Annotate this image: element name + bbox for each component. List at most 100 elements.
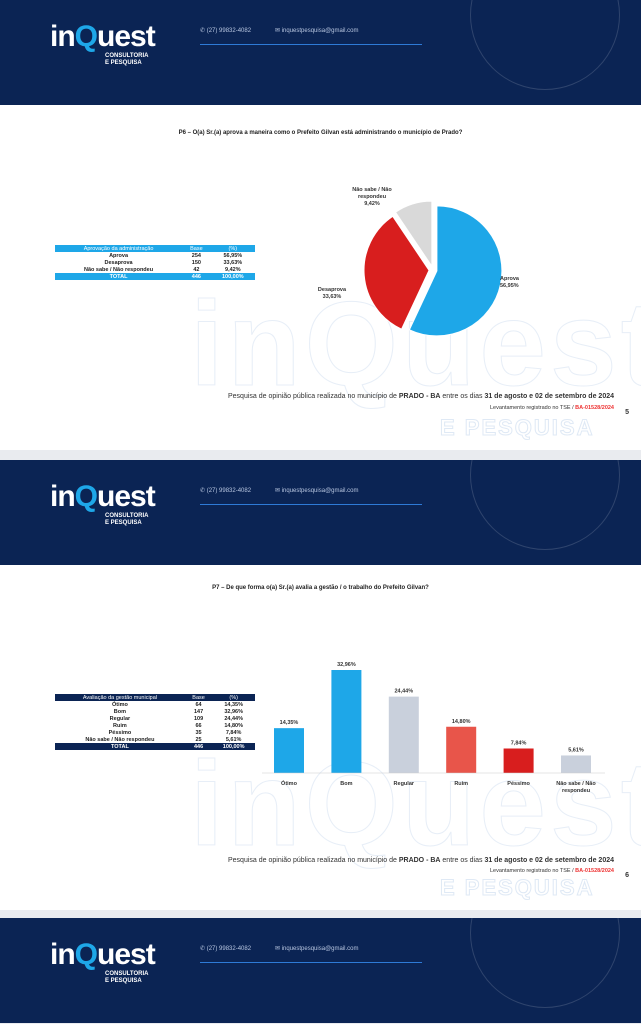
column-header: Base <box>182 245 211 252</box>
table-cell: 109 <box>193 715 204 722</box>
email: ✉ inquestpesquisa@gmail.com <box>275 946 359 952</box>
slide-header: inQuest CONSULTORIA E PESQUISA ✆ (27) 998… <box>0 460 641 565</box>
bar-value-label: 5,61% <box>568 747 584 753</box>
bar <box>388 696 419 773</box>
table-row: Bom 147 32,96% <box>55 708 255 715</box>
column-header: (%) <box>210 245 255 252</box>
table-row: Não sabe / Não respondeu 25 5,61% <box>55 736 255 743</box>
table-row: Ruim 66 14,80% <box>55 722 255 729</box>
table-cell: 32,96% <box>224 708 243 715</box>
table-cell: Desaprova <box>104 259 133 266</box>
table-cell: 56,95% <box>223 252 243 259</box>
column-header: Base <box>184 694 213 701</box>
table-cell: 446 <box>182 273 211 280</box>
footer-text: Pesquisa de opinião pública realizada no… <box>228 393 614 400</box>
logo: inQuest <box>50 938 156 971</box>
phone-icon: ✆ <box>200 28 207 34</box>
page-number: 5 <box>625 409 629 416</box>
logo-subtitle: CONSULTORIA E PESQUISA <box>105 971 149 984</box>
bar <box>331 670 362 773</box>
bar-value-label: 32,96% <box>337 662 356 668</box>
watermark: E PESQUISA <box>439 415 595 441</box>
bar-value-label: 14,35% <box>280 720 299 726</box>
divider <box>200 962 422 963</box>
column-header: Avaliação da gestão municipal <box>55 694 185 701</box>
page-number: 6 <box>625 872 629 879</box>
table-row: Não sabe / Não respondeu 42 9,42% <box>55 266 255 273</box>
table-cell: Ruim <box>113 722 127 729</box>
table-cell: 25 <box>195 736 202 743</box>
tse-registration: Levantamento registrado no TSE / BA-0152… <box>489 868 614 874</box>
table-cell: 66 <box>195 722 202 729</box>
table-cell: Regular <box>109 715 131 722</box>
watermark-ring <box>470 918 620 1008</box>
bar-value-label: 7,84% <box>511 741 527 747</box>
category-label: Regular <box>394 781 415 787</box>
tse-registration: Levantamento registrado no TSE / BA-0152… <box>489 405 614 411</box>
table-header: Aprovação da administração Base (%) <box>55 245 255 252</box>
category-label: Péssimo <box>507 781 530 787</box>
phone-icon: ✆ <box>200 946 207 952</box>
phone-icon: ✆ <box>200 488 207 494</box>
table-cell: Péssimo <box>108 729 132 736</box>
slide-header: inQuest CONSULTORIA E PESQUISA ✆ (27) 998… <box>0 0 641 105</box>
table-cell: Aprova <box>109 252 129 259</box>
bar <box>503 748 534 773</box>
table-cell: Ótimo <box>111 701 128 708</box>
table-cell: 14,35% <box>224 701 243 708</box>
pie-slice <box>394 200 433 268</box>
slide-p6: inQuest E PESQUISA P6 – O(a) Sr.(a) apro… <box>0 105 641 450</box>
bar <box>274 728 304 773</box>
phone: ✆ (27) 99832-4082 <box>200 946 252 952</box>
table-header: Avaliação da gestão municipal Base (%) <box>55 694 255 701</box>
mail-icon: ✉ <box>275 488 282 494</box>
table-total-row: TOTAL 446 100,00% <box>55 273 255 280</box>
table-row: Péssimo 35 7,84% <box>55 729 255 736</box>
table-cell: 9,42% <box>225 266 241 273</box>
data-table: Aprovação da administração Base (%) Aprova 2… <box>55 245 255 280</box>
table-cell: TOTAL <box>55 273 183 280</box>
divider <box>200 504 422 505</box>
table-cell: TOTAL <box>55 743 185 750</box>
bar <box>561 755 591 773</box>
table-row: Aprova 254 56,95% <box>55 252 255 259</box>
divider <box>200 44 422 45</box>
data-table: Avaliação da gestão municipal Base (%) Ótim… <box>55 694 255 750</box>
phone: ✆ (27) 99832-4082 <box>200 28 252 34</box>
table-cell: 150 <box>191 259 201 266</box>
table-cell: 24,44% <box>224 715 243 722</box>
pie-label: respondeu <box>358 194 386 200</box>
table-row: Desaprova 150 33,63% <box>55 259 255 266</box>
pie-label: Aprova <box>500 276 520 282</box>
table-cell: 5,61% <box>225 736 242 743</box>
mail-icon: ✉ <box>275 28 282 34</box>
footer-text: Pesquisa de opinião pública realizada no… <box>228 857 614 864</box>
slide-header: inQuest CONSULTORIA E PESQUISA ✆ (27) 998… <box>0 918 641 1023</box>
category-label: Não sabe / Não <box>556 781 596 787</box>
table-cell: 42 <box>193 266 200 273</box>
table-row: Ótimo 64 14,35% <box>55 701 255 708</box>
pie-label: Não sabe / Não <box>352 187 392 193</box>
pie-label: 56,95% <box>500 283 519 289</box>
table-cell: Bom <box>113 708 127 715</box>
table-cell: 100,00% <box>212 743 255 750</box>
pie-label: 9,42% <box>364 201 380 207</box>
logo: inQuest <box>50 480 156 513</box>
table-cell: 33,63% <box>223 259 243 266</box>
table-cell: 35 <box>195 729 202 736</box>
question-title: P6 – O(a) Sr.(a) aprova a maneira como o… <box>178 130 463 136</box>
question-title: P7 – De que forma o(a) Sr.(a) avalia a g… <box>212 585 429 591</box>
category-label: Ruim <box>454 781 468 787</box>
category-label: respondeu <box>562 788 590 794</box>
table-cell: 254 <box>191 252 201 259</box>
watermark-ring <box>470 0 620 90</box>
pie-slice <box>408 205 503 337</box>
phone: ✆ (27) 99832-4082 <box>200 488 252 494</box>
table-cell: Não sabe / Não respondeu <box>85 736 155 743</box>
watermark: E PESQUISA <box>439 875 595 901</box>
bar-chart: 14,35% Ótimo 32,96% Bom 24,44% Regular 14,80% R… <box>262 662 605 794</box>
email: ✉ inquestpesquisa@gmail.com <box>275 28 359 34</box>
table-cell: 100,00% <box>210 273 255 280</box>
table-cell: Não sabe / Não respondeu <box>84 266 154 273</box>
